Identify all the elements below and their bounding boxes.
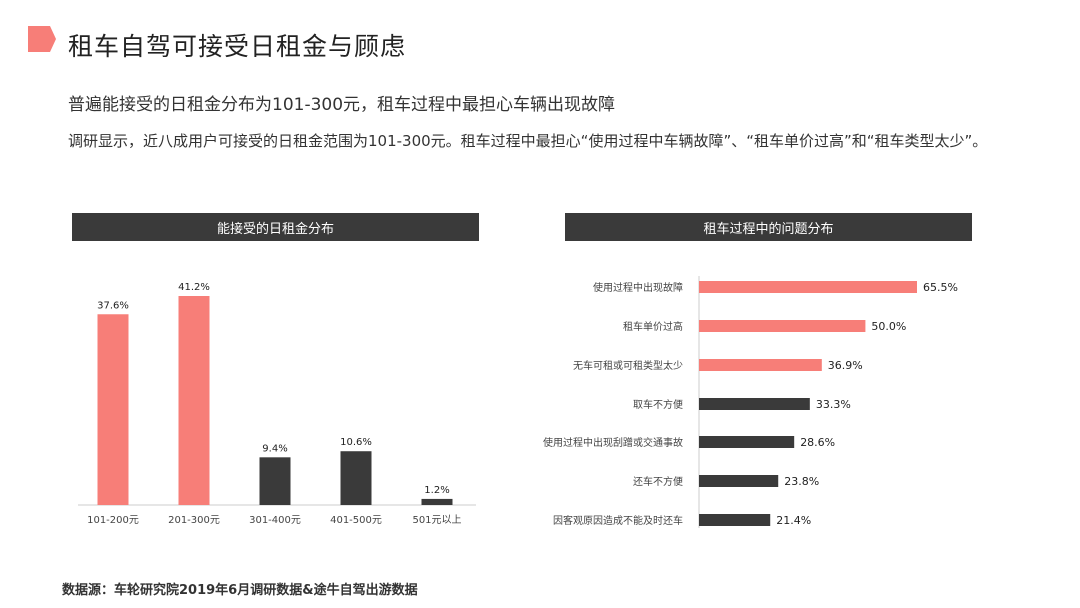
issue-category-label: 使用过程中出现故障 — [593, 281, 683, 294]
left-chart-title: 能接受的日租金分布 — [72, 213, 479, 241]
issue-bar-value-label: 21.4% — [776, 514, 811, 527]
rent-category-label: 501元以上 — [412, 514, 461, 526]
issue-bar-value-label: 50.0% — [871, 320, 906, 333]
issue-bar-value-label: 33.3% — [816, 398, 851, 411]
rent-category-label: 401-500元 — [330, 515, 382, 526]
issue-category-label: 因客观原因造成不能及时还车 — [553, 514, 683, 527]
rent-bar — [340, 451, 372, 505]
title-marker-shape — [28, 26, 56, 52]
page-description: 调研显示，近八成用户可接受的日租金范围为101-300元。租车过程中最担心“使用… — [68, 132, 988, 150]
rent-bar-value-label: 1.2% — [424, 485, 449, 496]
data-source: 数据源：车轮研究院2019年6月调研数据&途牛自驾出游数据 — [62, 583, 418, 598]
rent-bar — [421, 498, 453, 505]
rent-bar-value-label: 37.6% — [97, 300, 129, 311]
page-subtitle: 普遍能接受的日租金分布为101-300元，租车过程中最担心车辆出现故障 — [68, 95, 616, 115]
right-chart-title: 租车过程中的问题分布 — [565, 213, 972, 241]
rent-category-label: 101-200元 — [87, 515, 139, 526]
issue-bar — [699, 359, 822, 371]
page-title: 租车自驾可接受日租金与顾虑 — [68, 32, 407, 61]
issue-bar-value-label: 65.5% — [923, 281, 958, 294]
issue-bar-value-label: 36.9% — [828, 359, 863, 372]
rent-category-label: 301-400元 — [249, 515, 301, 526]
issue-bar-value-label: 28.6% — [800, 436, 835, 449]
issue-bar — [699, 436, 795, 448]
rent-bar — [97, 314, 129, 505]
rent-bar — [259, 457, 291, 505]
rent-bar — [178, 296, 210, 505]
issue-category-label: 租车单价过高 — [623, 320, 683, 333]
issue-category-label: 使用过程中出现刮蹭或交通事故 — [543, 436, 683, 449]
issue-bar — [699, 398, 810, 410]
issue-category-label: 取车不方便 — [633, 398, 683, 411]
issue-category-label: 还车不方便 — [633, 475, 683, 488]
issue-bar — [699, 320, 866, 332]
rent-bar-value-label: 10.6% — [340, 437, 372, 448]
issue-bar — [699, 281, 917, 293]
issue-bar-value-label: 23.8% — [784, 475, 819, 488]
issue-bar — [699, 514, 771, 526]
rent-bar-value-label: 41.2% — [178, 282, 210, 293]
rent-category-label: 201-300元 — [168, 515, 220, 526]
rent-bar-value-label: 9.4% — [262, 443, 287, 454]
issue-category-label: 无车可租或可租类型太少 — [573, 359, 683, 372]
issue-bar — [699, 475, 779, 487]
